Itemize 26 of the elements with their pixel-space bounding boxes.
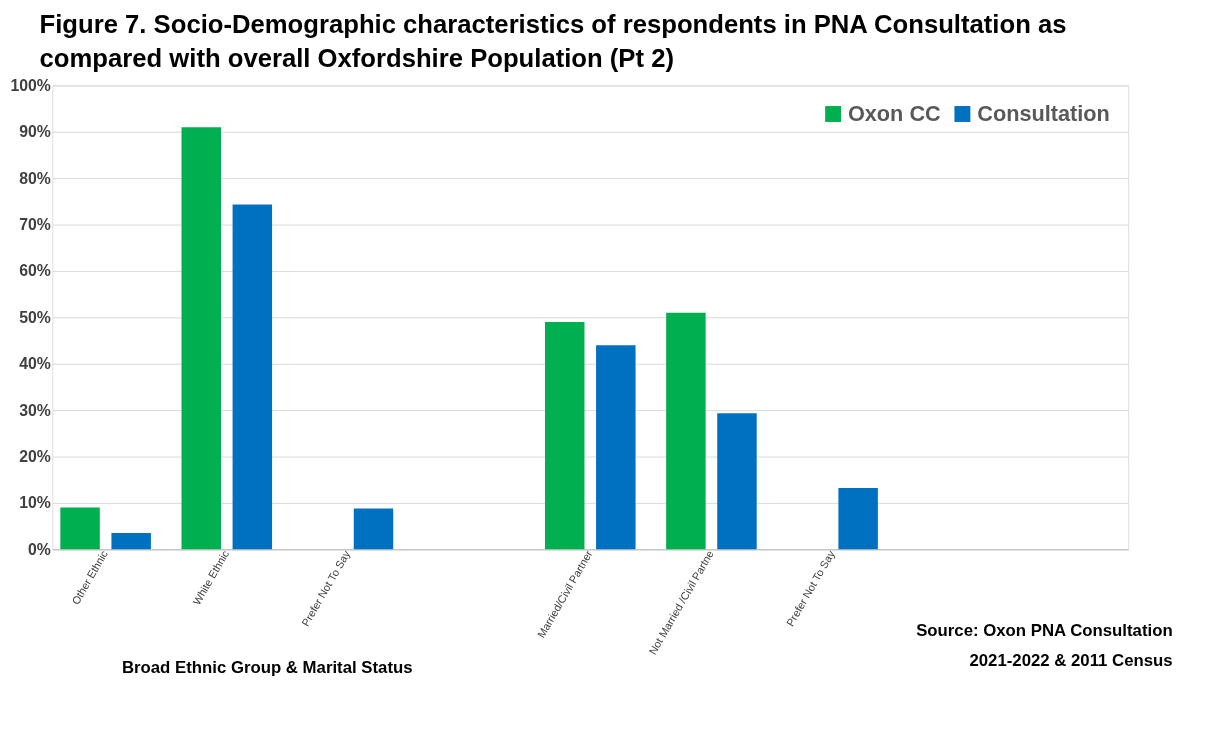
chart-title: Figure 7. Socio-Demographic characteristics of respondents in PNA Consultation as compared with overall Oxfordshire Population (Pt 2) [39, 10, 1067, 72]
legend-label: Consultation [977, 100, 1110, 126]
y-tick-label: 20% [19, 447, 51, 465]
x-axis-title: Broad Ethnic Group & Marital Status [121, 658, 413, 678]
y-tick-label: 50% [19, 308, 51, 326]
bar [232, 204, 273, 550]
bar [717, 413, 757, 550]
bar [60, 507, 100, 550]
y-tick-label: 40% [19, 355, 51, 373]
bar [838, 488, 878, 550]
y-tick-label: 10% [19, 494, 51, 512]
y-tick-label: 70% [19, 215, 51, 233]
bar [353, 508, 394, 550]
y-tick-label: 0% [28, 540, 51, 558]
source-note: Source: Oxon PNA Consultation 2021-2022 & 2011 Census [916, 621, 1173, 670]
y-tick-label: 100% [10, 76, 51, 94]
bar [181, 127, 221, 550]
y-tick-label: 60% [19, 262, 51, 280]
y-tick-label: 30% [19, 401, 51, 419]
bar [596, 345, 636, 550]
legend-label: Oxon CC [847, 100, 942, 126]
y-tick-label: 90% [19, 123, 51, 141]
bar [544, 321, 585, 550]
bar [111, 533, 151, 550]
bar [666, 312, 706, 550]
y-tick-label: 80% [19, 169, 51, 187]
